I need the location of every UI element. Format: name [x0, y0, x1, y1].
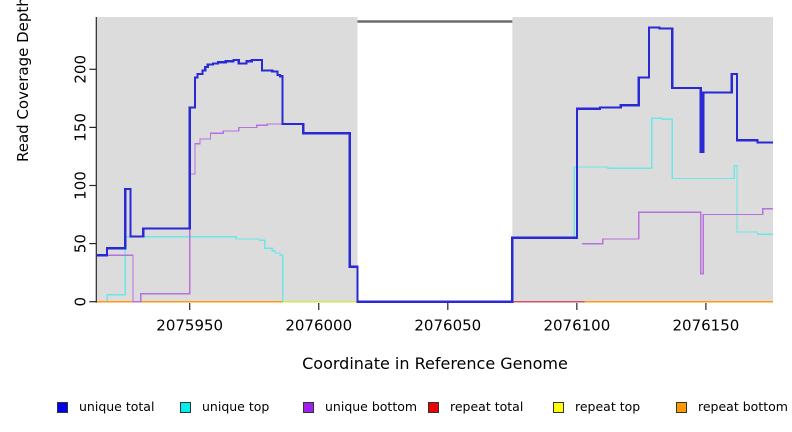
- y-tick-label: 150: [72, 113, 90, 142]
- legend-item-unique-top: unique top: [180, 399, 269, 415]
- legend-item-unique-bottom: unique bottom: [303, 399, 417, 415]
- unique-total-swatch-icon: [57, 401, 68, 413]
- series-line-unique-total: [96, 26, 773, 303]
- legend-label: unique total: [79, 399, 155, 414]
- legend-item-repeat-bottom: repeat bottom: [676, 399, 788, 415]
- unique-bottom-swatch-icon: [303, 401, 314, 413]
- series-line-unique-bottom: [582, 208, 773, 275]
- legend-label: repeat bottom: [698, 399, 788, 414]
- covered-region-panel: [512, 17, 773, 303]
- legend-label: unique top: [202, 399, 270, 414]
- legend-label: unique bottom: [325, 399, 418, 414]
- y-tick-label: 100: [72, 171, 90, 200]
- x-axis-title: Coordinate in Reference Genome: [302, 354, 568, 373]
- covered-region-panel: [96, 17, 358, 303]
- y-axis-title: Read Coverage Depth: [14, 0, 32, 162]
- legend-item-unique-total: unique total: [57, 399, 154, 415]
- y-tick-label: 0: [72, 297, 90, 307]
- series-line-unique-top: [512, 117, 773, 239]
- x-tick-label: 2076100: [543, 317, 610, 335]
- x-tick-label: 2076150: [672, 317, 739, 335]
- y-tick-label: 50: [72, 234, 90, 253]
- x-tick-label: 2076050: [414, 317, 481, 335]
- repeat-bottom-swatch-icon: [676, 401, 687, 413]
- legend-item-repeat-top: repeat top: [553, 399, 640, 415]
- x-tick-label: 2076000: [285, 317, 352, 335]
- legend-item-repeat-total: repeat total: [428, 399, 523, 415]
- legend-label: repeat top: [575, 399, 641, 414]
- legend-label: repeat total: [450, 399, 524, 414]
- repeat-total-swatch-icon: [428, 401, 439, 413]
- y-tick-label: 200: [72, 55, 90, 84]
- series-line-unique-top: [96, 235, 358, 303]
- unique-top-swatch-icon: [180, 401, 191, 413]
- legend: unique total unique top unique bottom re…: [0, 399, 792, 421]
- repeat-top-swatch-icon: [553, 401, 564, 413]
- x-tick-label: 2075950: [156, 317, 223, 335]
